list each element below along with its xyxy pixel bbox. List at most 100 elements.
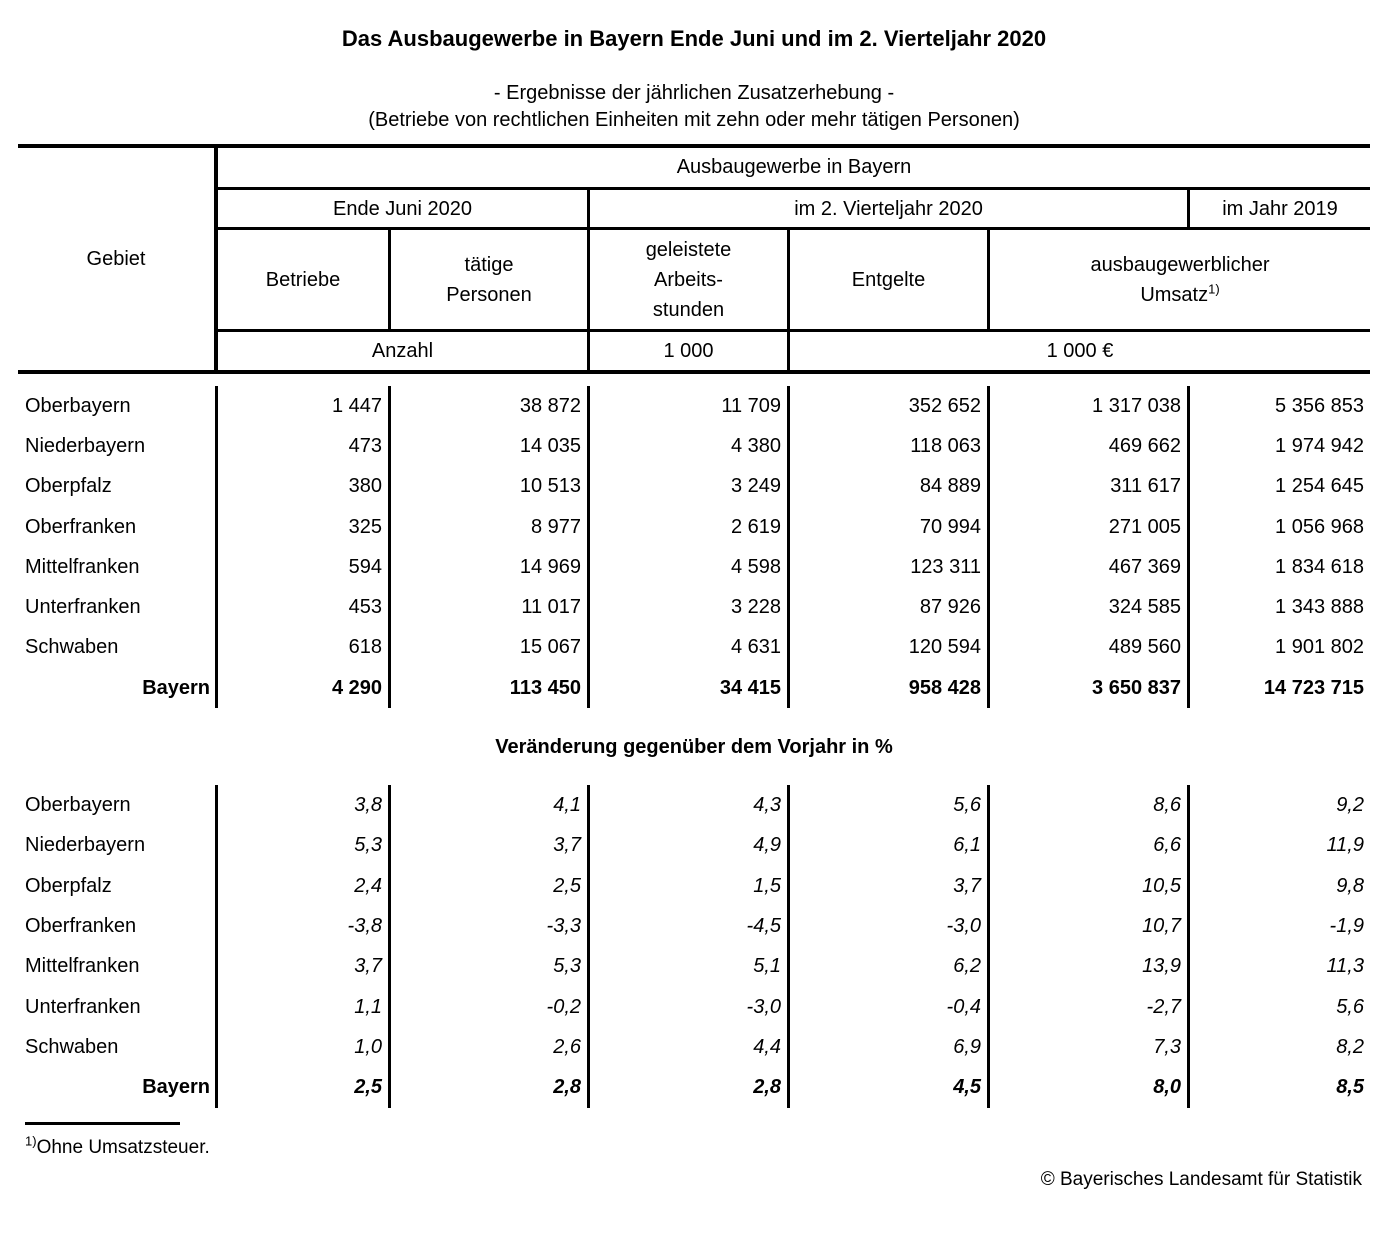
footnote: 1)Ohne Umsatzsteuer.	[18, 1134, 1370, 1159]
period-q2-2020: im 2. Vierteljahr 2020	[590, 190, 1190, 227]
colh-arbeitsstunden-line3: stunden	[652, 298, 725, 321]
cell-umsatz-2019: 1 343 888	[1275, 596, 1364, 619]
cell-arbeitsstunden: 4,3	[590, 785, 790, 826]
cell-arbeitsstunden: 2 619	[590, 506, 790, 548]
region-label: Oberbayern	[18, 785, 218, 826]
cell-taetige-personen: -0,2	[391, 986, 590, 1028]
table-row: Oberfranken -3,8 -3,3 -4,5 -3,0 10,7 -1,…	[18, 906, 1370, 947]
cell-umsatz-q2: 467 369	[990, 547, 1190, 588]
region-label: Niederbayern	[18, 825, 218, 866]
cell-taetige-personen: -3,3	[391, 906, 590, 947]
cell-umsatz-q2: 13,9	[990, 946, 1190, 987]
cell-entgelte: 6,1	[790, 825, 990, 866]
absolute-values-block: Oberbayern 1 447 38 872 11 709 352 652 1…	[18, 386, 1370, 709]
table-row: Niederbayern 5,3 3,7 4,9 6,1 6,6 11,9	[18, 825, 1370, 866]
cell-umsatz-2019: 14 723 715	[1263, 676, 1364, 699]
colh-taetige-personen: tätige Personen	[391, 230, 590, 329]
cell-umsatz-2019: 9,2	[1336, 794, 1364, 817]
cell-umsatz-q2: 10,5	[990, 865, 1190, 907]
region-label: Oberpfalz	[18, 466, 218, 507]
cell-umsatz-q2: 324 585	[990, 587, 1190, 628]
footnote-divider	[25, 1121, 180, 1125]
cell-umsatz-2019: 8,5	[1336, 1076, 1364, 1099]
cell-entgelte: 118 063	[790, 426, 990, 467]
cell-taetige-personen: 2,5	[391, 865, 590, 907]
cell-entgelte: -3,0	[790, 906, 990, 947]
region-label: Schwaben	[18, 627, 218, 669]
cell-entgelte: 6,2	[790, 946, 990, 987]
table-row: Unterfranken 453 11 017 3 228 87 926 324…	[18, 587, 1370, 628]
table-row: Oberbayern 3,8 4,1 4,3 5,6 8,6 9,2	[18, 785, 1370, 826]
cell-umsatz-2019: -1,9	[1329, 914, 1364, 937]
colh-umsatz-line1: ausbaugewerblicher	[1090, 253, 1270, 276]
cell-umsatz-2019: 1 056 968	[1275, 515, 1364, 538]
change-values-block: Oberbayern 3,8 4,1 4,3 5,6 8,6 9,2 Niede…	[18, 785, 1370, 1108]
footnote-marker: 1)	[25, 1133, 37, 1149]
cell-betriebe: 3,7	[218, 946, 391, 987]
cell-entgelte: 352 652	[790, 386, 990, 427]
cell-arbeitsstunden: 4 598	[590, 547, 790, 588]
cell-umsatz-q2: 8,6	[990, 785, 1190, 826]
colh-entgelte-line: Entgelte	[851, 268, 926, 291]
header-rows: Ausbaugewerbe in Bayern Ende Juni 2020 i…	[218, 148, 1370, 370]
cell-umsatz-q2: -2,7	[990, 986, 1190, 1028]
cell-umsatz-q2: 7,3	[990, 1027, 1190, 1068]
cell-arbeitsstunden: 4,9	[590, 825, 790, 866]
cell-entgelte: 120 594	[790, 627, 990, 669]
cell-arbeitsstunden: 5,1	[590, 946, 790, 987]
region-label: Unterfranken	[18, 587, 218, 628]
table-row: Schwaben 1,0 2,6 4,4 6,9 7,3 8,2	[18, 1027, 1370, 1068]
colh-umsatz-word: Umsatz	[1140, 283, 1209, 306]
cell-taetige-personen: 11 017	[391, 587, 590, 628]
subtitle-results: - Ergebnisse der jährlichen Zusatzerhebu…	[493, 82, 895, 104]
cell-betriebe: 1,0	[218, 1027, 391, 1068]
cell-umsatz-2019: 5,6	[1336, 995, 1364, 1018]
table-row: Mittelfranken 594 14 969 4 598 123 311 4…	[18, 547, 1370, 588]
region-label: Oberfranken	[18, 506, 218, 548]
region-label: Niederbayern	[18, 426, 218, 467]
cell-umsatz-q2: 271 005	[990, 506, 1190, 548]
cell-umsatz-q2: 469 662	[990, 426, 1190, 467]
cell-arbeitsstunden: 4,4	[590, 1027, 790, 1068]
cell-betriebe: 3,8	[218, 785, 391, 826]
cell-taetige-personen: 2,8	[391, 1067, 590, 1108]
column-header-row: Betriebe tätige Personen geleistete Arbe…	[218, 230, 1370, 332]
table-row-total: Bayern 4 290 113 450 34 415 958 428 3 65…	[18, 668, 1370, 709]
colh-betriebe: Betriebe	[218, 230, 391, 329]
colh-taetige-line1: tätige	[464, 253, 514, 276]
cell-arbeitsstunden: -4,5	[590, 906, 790, 947]
cell-taetige-personen: 38 872	[391, 386, 590, 427]
region-label: Oberfranken	[18, 906, 218, 947]
period-header-row: Ende Juni 2020 im 2. Vierteljahr 2020 im…	[218, 190, 1370, 230]
cell-arbeitsstunden: 4 380	[590, 426, 790, 467]
unit-1000-euro: 1 000 €	[1046, 340, 1114, 362]
table-row: Oberpfalz 380 10 513 3 249 84 889 311 61…	[18, 466, 1370, 507]
cell-arbeitsstunden: 34 415	[590, 668, 790, 709]
table-row: Mittelfranken 3,7 5,3 5,1 6,2 13,9 11,3	[18, 946, 1370, 987]
cell-entgelte: -0,4	[790, 986, 990, 1028]
period-jahr-2019: im Jahr 2019	[1222, 197, 1338, 220]
colh-umsatz: ausbaugewerblicher Umsatz1)	[990, 230, 1370, 329]
page-title: Das Ausbaugewerbe in Bayern Ende Juni un…	[341, 26, 1047, 51]
cell-arbeitsstunden: 4 631	[590, 627, 790, 669]
cell-betriebe: 325	[218, 506, 391, 548]
unit-1000: 1 000	[590, 332, 790, 370]
cell-entgelte: 84 889	[790, 466, 990, 507]
cell-entgelte: 70 994	[790, 506, 990, 548]
cell-umsatz-q2: 311 617	[990, 466, 1190, 507]
cell-entgelte: 123 311	[790, 547, 990, 588]
cell-umsatz-2019: 1 834 618	[1275, 555, 1364, 578]
cell-taetige-personen: 14 035	[391, 426, 590, 467]
cell-umsatz-2019: 11,3	[1326, 955, 1364, 978]
cell-betriebe: 4 290	[218, 668, 391, 709]
cell-arbeitsstunden: 2,8	[590, 1067, 790, 1108]
colh-betriebe-line: Betriebe	[265, 268, 341, 291]
cell-entgelte: 958 428	[790, 668, 990, 709]
colh-umsatz-line2: Umsatz1)	[1140, 280, 1219, 310]
cell-umsatz-q2: 10,7	[990, 906, 1190, 947]
cell-arbeitsstunden: 11 709	[590, 386, 790, 427]
cell-taetige-personen: 2,6	[391, 1027, 590, 1068]
corner-gebiet: Gebiet	[18, 148, 218, 370]
cell-entgelte: 6,9	[790, 1027, 990, 1068]
cell-taetige-personen: 14 969	[391, 547, 590, 588]
